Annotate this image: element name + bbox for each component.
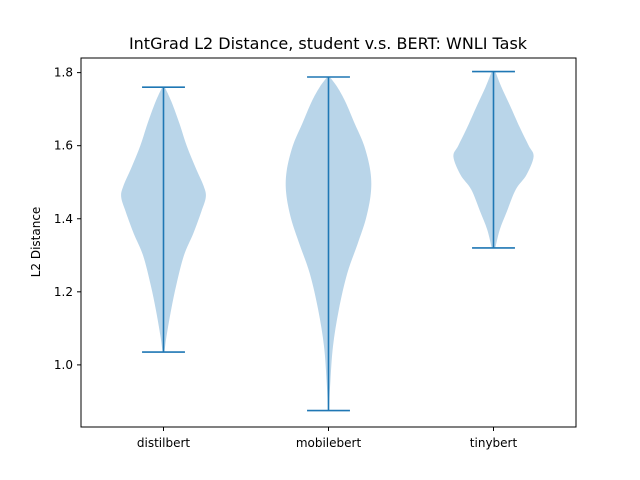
y-tick-label: 1.4 (54, 212, 73, 226)
x-tick-label: mobilebert (296, 436, 362, 450)
x-tick-label: distilbert (137, 436, 191, 450)
y-tick-label: 1.8 (54, 66, 73, 80)
y-tick-label: 1.0 (54, 358, 73, 372)
y-tick-label: 1.6 (54, 139, 73, 153)
axes-frame (80, 57, 577, 428)
x-tick-label: tinybert (470, 436, 518, 450)
y-axis-label: L2 Distance (29, 207, 43, 278)
chart-title: IntGrad L2 Distance, student v.s. BERT: … (129, 34, 528, 53)
plot-area: 1.0 1.2 1.4 1.6 1.8 distilbert mobilebert tinyb… (54, 66, 534, 450)
y-tick-label: 1.2 (54, 285, 73, 299)
